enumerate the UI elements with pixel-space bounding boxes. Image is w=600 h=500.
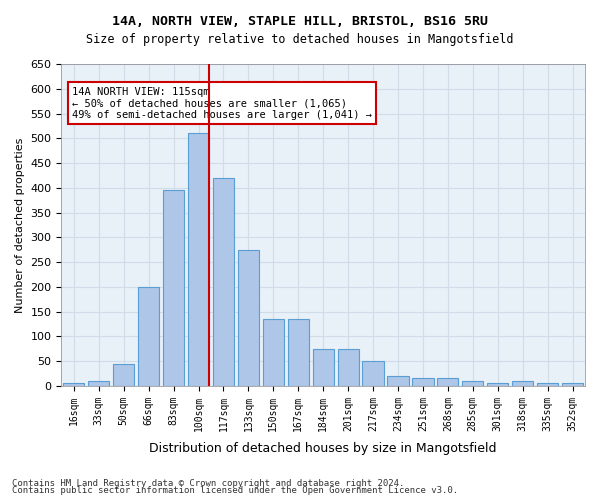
Text: 14A, NORTH VIEW, STAPLE HILL, BRISTOL, BS16 5RU: 14A, NORTH VIEW, STAPLE HILL, BRISTOL, B… (112, 15, 488, 28)
Bar (412, 378, 434, 386)
X-axis label: Distribution of detached houses by size in Mangotsfield: Distribution of detached houses by size … (149, 442, 497, 455)
Bar (88, 381, 109, 386)
Bar (287, 319, 309, 386)
Bar (263, 319, 284, 386)
Bar (113, 364, 134, 386)
Bar (562, 384, 583, 386)
Bar (213, 178, 234, 386)
Bar (362, 361, 383, 386)
Bar (388, 376, 409, 386)
Bar (188, 134, 209, 386)
Bar (462, 381, 484, 386)
Bar (313, 349, 334, 386)
Bar (437, 378, 458, 386)
Bar (163, 190, 184, 386)
Bar (238, 250, 259, 386)
Bar (138, 287, 159, 386)
Text: Contains HM Land Registry data © Crown copyright and database right 2024.: Contains HM Land Registry data © Crown c… (12, 478, 404, 488)
Text: Size of property relative to detached houses in Mangotsfield: Size of property relative to detached ho… (86, 32, 514, 46)
Bar (338, 349, 359, 386)
Bar (63, 384, 85, 386)
Bar (537, 384, 558, 386)
Text: 14A NORTH VIEW: 115sqm
← 50% of detached houses are smaller (1,065)
49% of semi-: 14A NORTH VIEW: 115sqm ← 50% of detached… (72, 86, 372, 120)
Y-axis label: Number of detached properties: Number of detached properties (15, 138, 25, 312)
Bar (487, 384, 508, 386)
Bar (512, 381, 533, 386)
Text: Contains public sector information licensed under the Open Government Licence v3: Contains public sector information licen… (12, 486, 458, 495)
